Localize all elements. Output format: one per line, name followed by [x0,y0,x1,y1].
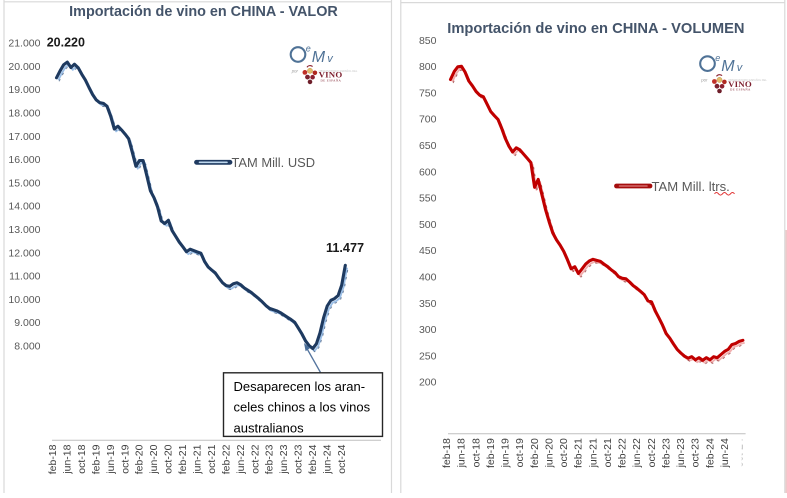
svg-text:700: 700 [419,114,437,126]
svg-text:550: 550 [419,193,437,205]
svg-text:australianos: australianos [234,421,305,436]
svg-text:250: 250 [419,350,437,362]
svg-text:Importación de vino en CHINA -: Importación de vino en CHINA - VOLUMEN [447,21,744,37]
svg-text:500: 500 [419,219,437,231]
svg-text:M: M [721,58,735,75]
svg-text:VINO: VINO [728,79,752,89]
svg-text:e: e [715,53,720,63]
svg-text:feb-19: feb-19 [90,444,102,474]
svg-text:jun-22: jun-22 [631,438,643,468]
svg-text:jun-18: jun-18 [456,438,468,468]
svg-text:oct-21: oct-21 [602,438,614,467]
svg-text:jun-21: jun-21 [192,444,204,474]
svg-text:jun-18: jun-18 [62,444,74,474]
svg-text:18.000: 18.000 [8,108,40,120]
svg-text:15.000: 15.000 [8,177,40,189]
svg-text:14.000: 14.000 [8,201,40,213]
svg-text:20.220: 20.220 [47,35,85,49]
svg-text:9.000: 9.000 [14,317,40,329]
svg-text:oct-20: oct-20 [558,438,570,467]
svg-text:jun-20: jun-20 [148,444,160,474]
svg-text:M: M [312,49,326,66]
svg-text:jun-24: jun-24 [719,438,731,468]
svg-text:750: 750 [419,87,437,99]
svg-text:oct-20: oct-20 [163,444,175,473]
svg-text:DE ESPAÑA: DE ESPAÑA [730,87,751,92]
svg-text:13.000: 13.000 [8,224,40,236]
svg-text:feb-22: feb-22 [220,444,232,474]
svg-text:por: por [700,78,708,83]
svg-text:jun-20: jun-20 [543,438,555,468]
svg-text:oct-24: oct-24 [734,438,746,467]
svg-text:oct-23: oct-23 [690,438,702,467]
svg-text:jun-24: jun-24 [322,444,334,474]
svg-text:oct-21: oct-21 [206,444,218,473]
svg-text:jun-23: jun-23 [278,444,290,474]
svg-text:17.000: 17.000 [8,131,40,143]
svg-text:oct-24: oct-24 [336,444,348,473]
svg-text:feb-19: feb-19 [485,438,497,468]
svg-text:oct-22: oct-22 [249,444,261,473]
svg-text:10.000: 10.000 [8,294,40,306]
svg-text:oct-18: oct-18 [76,444,88,473]
svg-text:jun-19: jun-19 [105,444,117,474]
svg-text:feb-23: feb-23 [660,438,672,468]
svg-text:Desaparecen los aran-: Desaparecen los aran- [234,379,366,394]
svg-text:450: 450 [419,245,437,257]
svg-text:19.000: 19.000 [8,84,40,96]
svg-text:e: e [306,44,311,54]
svg-text:11.477: 11.477 [326,241,364,255]
svg-text:800: 800 [419,61,437,73]
svg-text:400: 400 [419,272,437,284]
svg-text:oct-19: oct-19 [514,438,526,467]
svg-text:feb-21: feb-21 [177,444,189,474]
svg-text:20.000: 20.000 [8,61,40,73]
svg-text:850: 850 [419,35,437,47]
svg-text:21.000: 21.000 [8,38,40,50]
svg-text:200: 200 [419,377,437,389]
svg-text:TAM Mill. ltrs.: TAM Mill. ltrs. [652,179,730,194]
svg-text:v: v [327,53,334,65]
svg-text:feb-20: feb-20 [134,444,146,474]
svg-text:por: por [291,69,299,74]
svg-text:600: 600 [419,166,437,178]
svg-text:jun-22: jun-22 [235,444,247,474]
svg-text:DE ESPAÑA: DE ESPAÑA [321,77,342,82]
svg-text:feb-24: feb-24 [307,444,319,474]
svg-text:celes chinos a los vinos: celes chinos a los vinos [234,400,371,415]
svg-text:VINO: VINO [319,70,343,80]
svg-text:350: 350 [419,298,437,310]
svg-text:feb-18: feb-18 [47,444,59,474]
svg-text:oct-23: oct-23 [293,444,305,473]
svg-text:oct-18: oct-18 [470,438,482,467]
svg-text:16.000: 16.000 [8,154,40,166]
svg-text:feb-24: feb-24 [704,438,716,468]
svg-text:OBSERVATORIO ESPAÑOL DEL: OBSERVATORIO ESPAÑOL DEL [728,77,767,82]
svg-text:650: 650 [419,140,437,152]
svg-text:feb-20: feb-20 [529,438,541,468]
svg-text:feb-22: feb-22 [617,438,629,468]
svg-text:jun-19: jun-19 [500,438,512,468]
svg-text:oct-19: oct-19 [119,444,131,473]
svg-text:oct-22: oct-22 [646,438,658,467]
svg-text:8.000: 8.000 [14,341,40,353]
svg-text:feb-18: feb-18 [441,438,453,468]
svg-text:12.000: 12.000 [8,247,40,259]
svg-text:Importación de vino en CHINA -: Importación de vino en CHINA - VALOR [69,4,338,20]
svg-text:OBSERVATORIO ESPAÑOL DEL: OBSERVATORIO ESPAÑOL DEL [319,68,358,73]
svg-text:jun-23: jun-23 [675,438,687,468]
svg-text:11.000: 11.000 [9,271,40,283]
svg-text:300: 300 [419,324,437,336]
svg-text:jun-21: jun-21 [587,438,599,468]
svg-text:v: v [737,62,744,74]
svg-text:TAM Mill. USD: TAM Mill. USD [232,155,316,170]
svg-text:feb-23: feb-23 [264,444,276,474]
svg-text:feb-21: feb-21 [573,438,585,468]
